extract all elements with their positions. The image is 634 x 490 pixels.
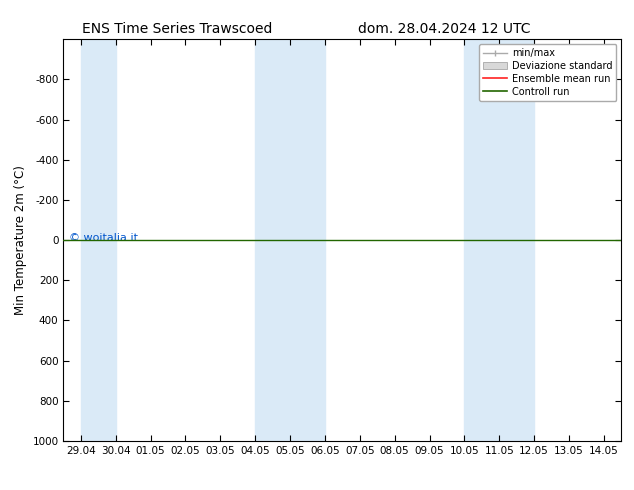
Y-axis label: Min Temperature 2m (°C): Min Temperature 2m (°C): [14, 165, 27, 315]
Legend: min/max, Deviazione standard, Ensemble mean run, Controll run: min/max, Deviazione standard, Ensemble m…: [479, 44, 616, 100]
Text: ENS Time Series Trawscoed: ENS Time Series Trawscoed: [82, 22, 273, 36]
Bar: [464, 39, 534, 441]
Text: dom. 28.04.2024 12 UTC: dom. 28.04.2024 12 UTC: [358, 22, 530, 36]
Bar: [81, 39, 116, 441]
Bar: [255, 39, 325, 441]
Text: © woitalia.it: © woitalia.it: [69, 233, 138, 243]
